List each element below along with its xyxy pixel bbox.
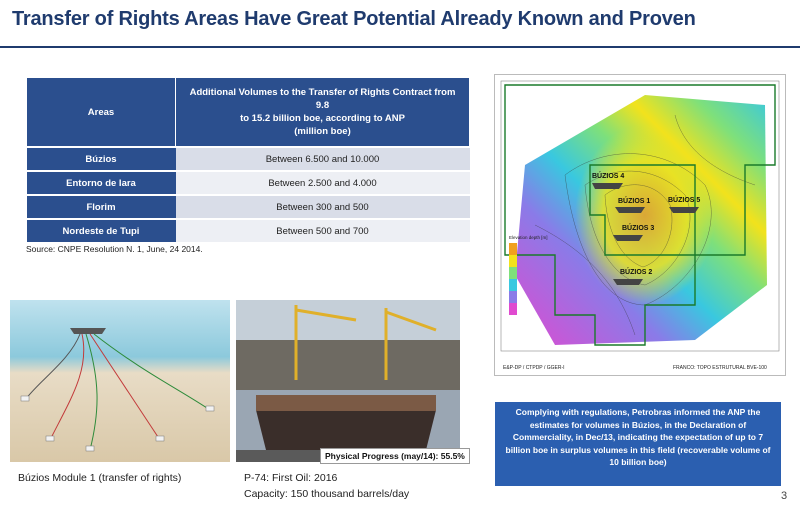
row-volume: Between 300 and 500 xyxy=(175,194,470,219)
shipyard-graphic xyxy=(236,300,460,462)
label-buzios-5: BÚZIOS 5 xyxy=(668,195,700,204)
buzios-callout: Complying with regulations, Petrobras in… xyxy=(495,402,781,486)
fpso-icon xyxy=(613,235,643,241)
label-buzios-4: BÚZIOS 4 xyxy=(592,171,624,180)
label-buzios-1: BÚZIOS 1 xyxy=(618,196,650,205)
label-buzios-3: BÚZIOS 3 xyxy=(622,223,654,232)
row-area: Búzios xyxy=(26,146,176,171)
depth-legend: Elevation depth [m] xyxy=(509,235,548,315)
table-row: Nordeste de Tupi Between 500 and 700 xyxy=(26,218,470,242)
areas-table: Areas Additional Volumes to the Transfer… xyxy=(26,77,470,242)
block-boundaries xyxy=(504,84,776,346)
fpso-icon xyxy=(613,279,643,285)
subsea-caption: Búzios Module 1 (transfer of rights) xyxy=(18,472,182,484)
subsea-layout-image xyxy=(10,300,230,462)
row-area: Nordeste de Tupi xyxy=(26,218,176,242)
physical-progress-badge: Physical Progress (may/14): 55.5% xyxy=(320,448,470,464)
p74-caption-capacity: Capacity: 150 thousand barrels/day xyxy=(244,488,410,500)
table-row: Florim Between 300 and 500 xyxy=(26,194,470,219)
header-volumes-line2: to 15.2 billion boe, according to ANP xyxy=(240,113,405,124)
map-footer-left: E&P-DP / CTPDP / GGER-I xyxy=(503,365,565,371)
fpso-icon xyxy=(70,328,106,334)
map-graphic: BÚZIOS 4 BÚZIOS 1 BÚZIOS 5 BÚZIOS 3 BÚZI… xyxy=(495,75,785,375)
map-labels: BÚZIOS 4 BÚZIOS 1 BÚZIOS 5 BÚZIOS 3 BÚZI… xyxy=(592,171,700,276)
label-buzios-2: BÚZIOS 2 xyxy=(620,267,652,276)
subsea-graphic xyxy=(10,300,230,462)
header-volumes: Additional Volumes to the Transfer of Ri… xyxy=(175,77,470,148)
title-divider xyxy=(0,46,800,48)
p74-shipyard-image xyxy=(236,300,460,462)
table-row: Entorno de Iara Between 2.500 and 4.000 xyxy=(26,170,470,195)
p74-caption-first-oil: P-74: First Oil: 2016 xyxy=(244,472,338,484)
structural-crest xyxy=(575,125,715,305)
row-volume: Between 6.500 and 10.000 xyxy=(175,146,470,171)
row-volume: Between 2.500 and 4.000 xyxy=(175,170,470,195)
fpso-icons xyxy=(592,183,699,285)
row-volume: Between 500 and 700 xyxy=(175,218,470,242)
fpso-icon xyxy=(615,207,645,213)
row-area: Florim xyxy=(26,194,176,219)
fpso-icon xyxy=(669,207,699,213)
hull-shape xyxy=(256,410,436,450)
page-number: 3 xyxy=(781,490,788,502)
page-title: Transfer of Rights Areas Have Great Pote… xyxy=(12,8,696,30)
header-volumes-line3: (million boe) xyxy=(294,126,351,137)
legend-title: Elevation depth [m] xyxy=(509,235,548,240)
row-area: Entorno de Iara xyxy=(26,170,176,195)
source-note: Source: CNPE Resolution N. 1, June, 24 2… xyxy=(26,244,203,254)
header-volumes-line1: Additional Volumes to the Transfer of Ri… xyxy=(189,87,456,111)
table-row: Búzios Between 6.500 and 10.000 xyxy=(26,146,470,171)
table-header-row: Areas Additional Volumes to the Transfer… xyxy=(26,77,470,148)
map-footer-right: FRANCO: TOPO ESTRUTURAL BVE-100 xyxy=(673,365,767,371)
structural-map: BÚZIOS 4 BÚZIOS 1 BÚZIOS 5 BÚZIOS 3 BÚZI… xyxy=(494,74,786,376)
fpso-icon xyxy=(592,183,623,189)
header-areas: Areas xyxy=(26,77,176,148)
